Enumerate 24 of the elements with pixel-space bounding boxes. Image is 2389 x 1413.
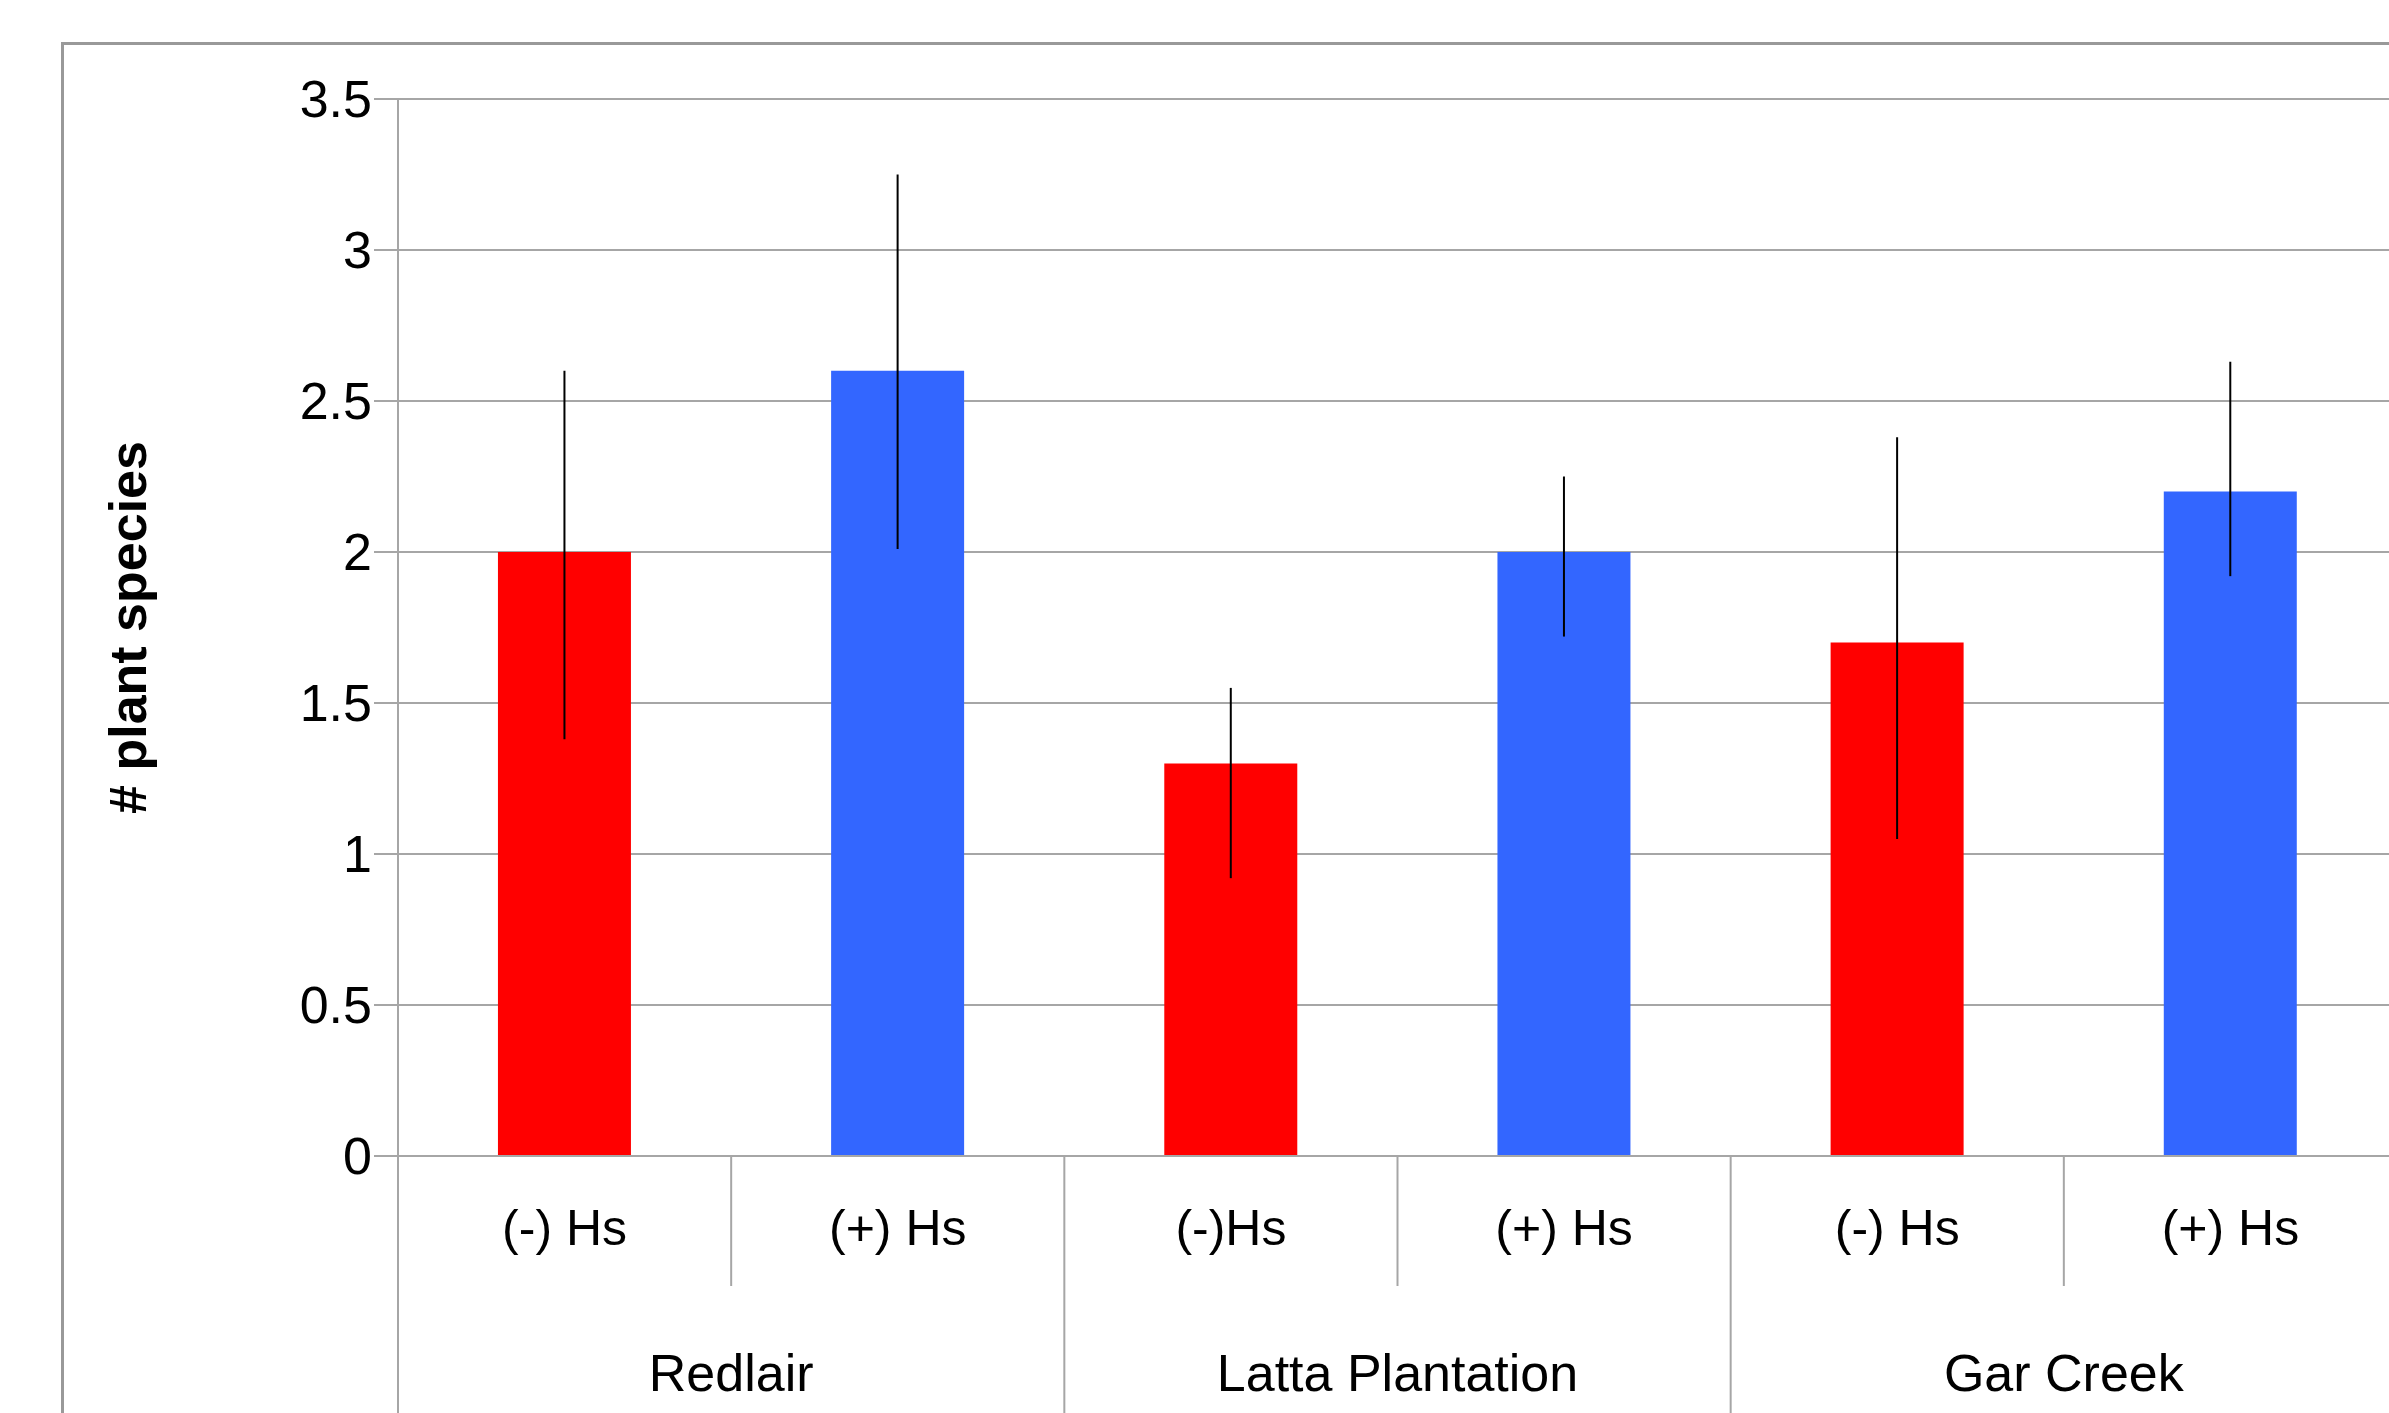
y-tick-label: 0.5 — [299, 976, 372, 1035]
x-tick-label: (-)Hs — [1175, 1199, 1287, 1256]
x-tick-label: (+) Hs — [2161, 1199, 2300, 1256]
y-axis-title: # plant species — [99, 441, 158, 814]
x-tick-label: (-) Hs — [502, 1199, 628, 1256]
bar — [1830, 642, 1964, 1156]
y-tick-label: 0 — [343, 1127, 372, 1186]
x-tick-label: (-) Hs — [1834, 1199, 1960, 1256]
x-tick-label: (+) Hs — [1495, 1199, 1633, 1256]
y-tick-label: 3 — [343, 221, 372, 280]
bar — [2163, 491, 2297, 1156]
text: Latta Plantation — [1216, 1344, 1579, 1402]
y-tick-label: 2 — [343, 523, 372, 582]
y-tick-label: 3.5 — [299, 70, 372, 129]
text: Gar Creek — [1943, 1344, 2185, 1402]
bar — [831, 370, 965, 1156]
y-tick-label: 1 — [343, 825, 372, 884]
text: Redlair — [648, 1344, 814, 1402]
bar — [497, 552, 631, 1156]
bar — [1497, 552, 1631, 1156]
x-tick-label: (+) Hs — [829, 1199, 967, 1256]
y-tick-label: 1.5 — [299, 674, 372, 733]
y-tick-label: 2.5 — [299, 372, 372, 431]
bar — [1164, 763, 1298, 1156]
